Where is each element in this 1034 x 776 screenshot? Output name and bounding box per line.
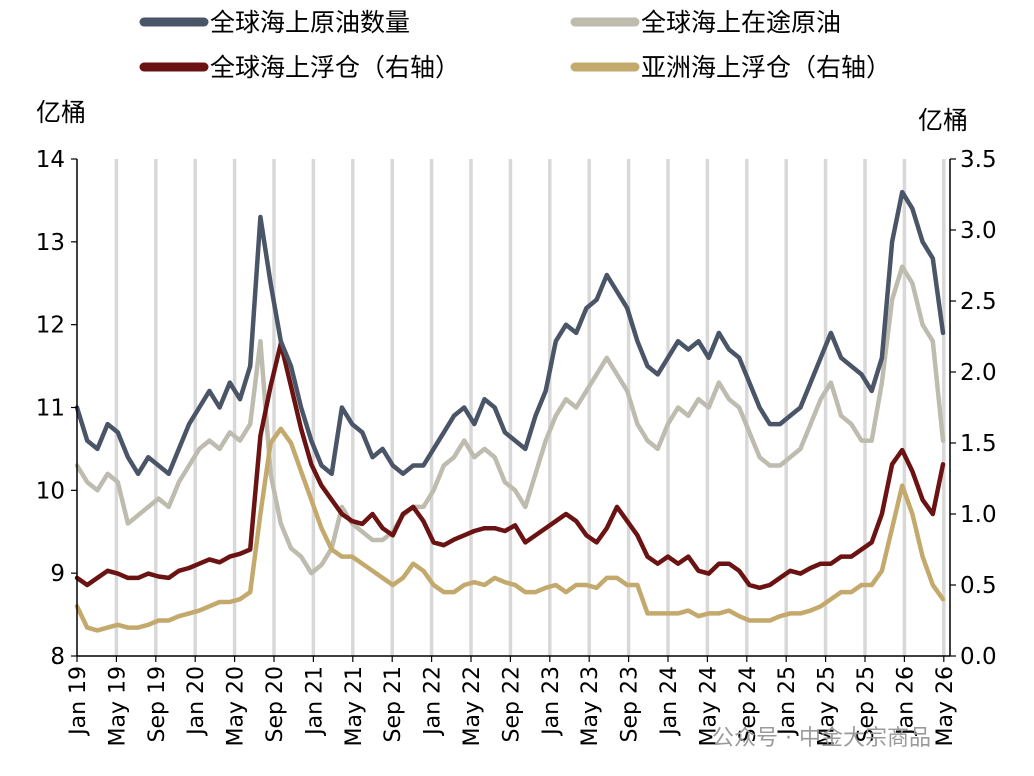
x-tick-label: May 20 (224, 666, 249, 746)
x-tick-label: Jan 22 (421, 666, 446, 737)
x-tick-label: Jan 25 (775, 666, 800, 737)
x-tick-label: May 24 (696, 666, 721, 746)
right-tick-label: 3.0 (960, 218, 997, 244)
series-line-4 (74, 426, 946, 633)
left-tick-label: 14 (36, 147, 65, 173)
x-tick-label: Sep 19 (145, 666, 170, 742)
left-tick-label: 8 (50, 644, 65, 670)
legend-label: 亚洲海上浮仓（右轴） (641, 53, 891, 82)
x-tick-label: Jan 26 (893, 666, 918, 737)
x-tick-label: Sep 23 (618, 666, 643, 742)
legend-label: 全球海上浮仓（右轴） (210, 53, 460, 82)
x-tick-label: Jan 20 (184, 666, 209, 737)
x-tick-label: Jan 23 (539, 666, 564, 737)
x-tick-label: May 19 (105, 666, 130, 746)
series-line-2 (74, 264, 946, 576)
legend-label: 全球海上在途原油 (641, 8, 841, 37)
x-tick-label: May 21 (342, 666, 367, 746)
left-tick-label: 13 (36, 230, 65, 256)
right-tick-label: 1.0 (960, 502, 997, 528)
watermark: 公众号 · 中金大宗商品 (712, 726, 931, 751)
x-tick-label: Sep 25 (854, 666, 879, 742)
left-tick-label: 9 (50, 561, 65, 587)
x-tick-label: May 22 (460, 666, 485, 746)
x-tick-label: May 26 (933, 666, 958, 746)
series-line-1 (74, 189, 946, 477)
left-tick-label: 11 (36, 396, 65, 422)
series-line-3 (74, 341, 946, 591)
right-tick-label: 2.5 (960, 289, 997, 315)
x-tick-label: May 23 (578, 666, 603, 746)
x-tick-label: Sep 20 (263, 666, 288, 742)
x-tick-label: Jan 24 (657, 666, 682, 737)
x-tick-label: Jan 19 (66, 666, 91, 737)
series-layer (74, 189, 946, 633)
x-axis-ticks: Jan 19 May 19 Sep 19 Jan 20 May 20 Sep 20 Jan … (66, 656, 958, 746)
x-tick-label: Sep 21 (381, 666, 406, 742)
right-axis-unit: 亿桶 (918, 106, 968, 135)
x-tick-label: May 25 (815, 666, 840, 746)
left-tick-label: 12 (36, 313, 65, 339)
x-tick-label: Sep 24 (736, 666, 761, 742)
legend-label: 全球海上原油数量 (210, 8, 410, 37)
right-tick-label: 0.0 (960, 644, 997, 670)
x-tick-label: Sep 22 (499, 666, 524, 742)
x-tick-label: Jan 21 (302, 666, 327, 737)
right-tick-label: 1.5 (960, 431, 997, 457)
left-axis-ticks: 8 9 10 11 12 13 14 (36, 147, 77, 670)
left-tick-label: 10 (36, 478, 65, 504)
right-tick-label: 0.5 (960, 573, 997, 599)
x-gridlines (114, 159, 946, 656)
right-tick-label: 2.0 (960, 360, 997, 386)
right-tick-label: 3.5 (960, 147, 997, 173)
right-axis-ticks: 0.0 0.5 1.0 1.5 2.0 2.5 3.0 3.5 (950, 147, 997, 670)
left-axis-unit: 亿桶 (36, 98, 86, 127)
